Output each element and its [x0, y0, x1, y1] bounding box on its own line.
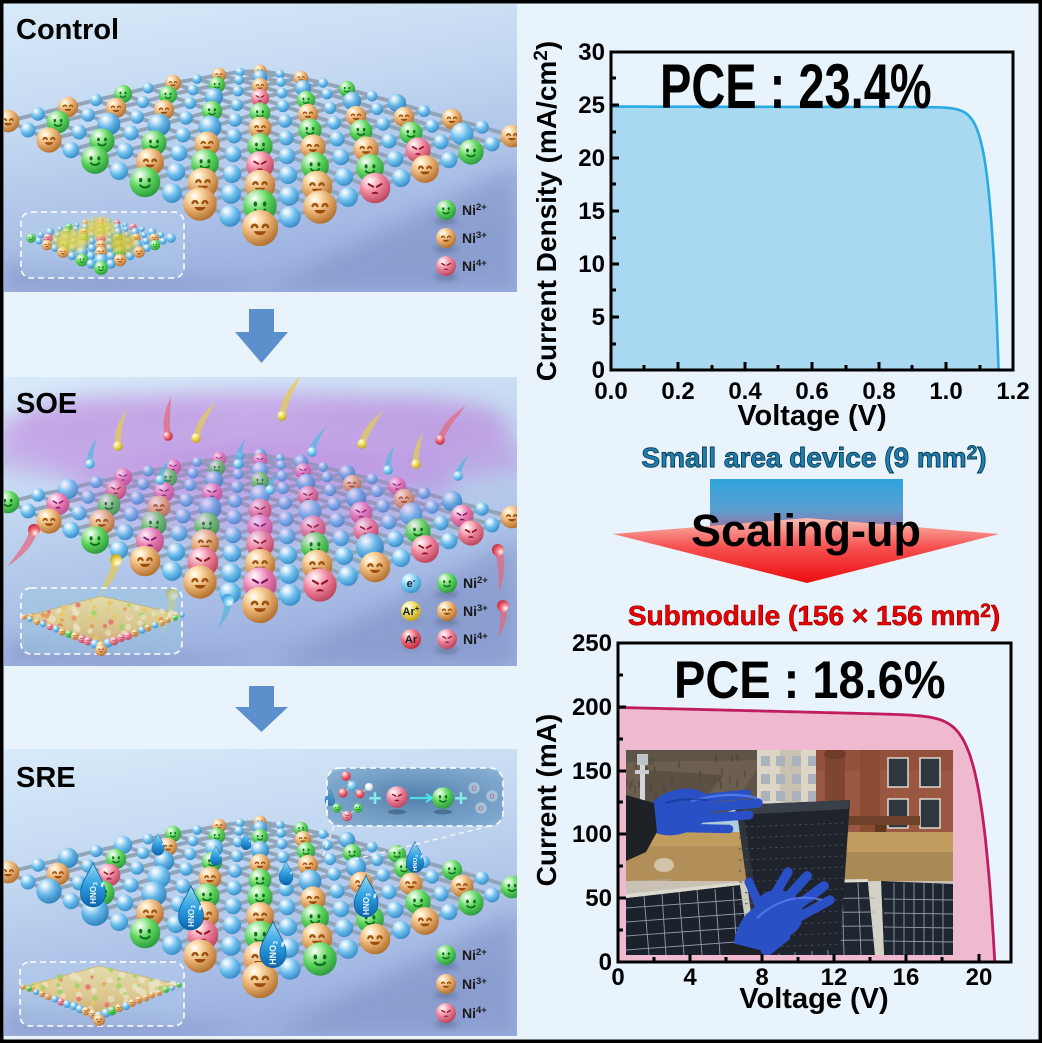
svg-text:15: 15 — [578, 198, 605, 225]
svg-text:PCE : 23.4%: PCE : 23.4% — [660, 50, 932, 122]
svg-text:Submodule (156 × 156 mm2): Submodule (156 × 156 mm2) — [628, 600, 1000, 631]
svg-text:HNO3: HNO3 — [187, 905, 198, 927]
svg-text:+: + — [368, 785, 381, 811]
svg-text:0: 0 — [599, 949, 612, 976]
svg-text:1.0: 1.0 — [929, 378, 962, 405]
svg-text:20: 20 — [966, 964, 993, 991]
svg-text:SOE: SOE — [16, 388, 77, 420]
svg-text:0.8: 0.8 — [862, 378, 895, 405]
svg-text:20: 20 — [578, 145, 605, 172]
svg-text:150: 150 — [572, 758, 612, 785]
svg-text:Small area device (9 mm2): Small area device (9 mm2) — [641, 442, 986, 473]
svg-text:12: 12 — [821, 964, 848, 991]
svg-text:0.0: 0.0 — [594, 378, 627, 405]
svg-text:O: O — [490, 795, 495, 801]
svg-text:Current (mA): Current (mA) — [531, 714, 562, 887]
svg-text:200: 200 — [572, 694, 612, 721]
svg-text:e-: e- — [407, 576, 416, 590]
svg-text:HNO3: HNO3 — [413, 854, 419, 871]
svg-text:30: 30 — [578, 39, 605, 66]
svg-text:0: 0 — [611, 964, 624, 991]
svg-text:0.4: 0.4 — [728, 378, 762, 405]
svg-text:Voltage (V): Voltage (V) — [737, 400, 886, 432]
svg-text:HNO3: HNO3 — [89, 882, 100, 904]
svg-text:HNO3: HNO3 — [268, 940, 280, 965]
svg-text:50: 50 — [585, 885, 612, 912]
svg-text:100: 100 — [572, 821, 612, 848]
svg-text:0.2: 0.2 — [661, 378, 694, 405]
svg-text:Scaling-up: Scaling-up — [691, 505, 921, 556]
svg-text:1.2: 1.2 — [996, 378, 1029, 405]
svg-text:0: 0 — [592, 357, 605, 384]
svg-text:SRE: SRE — [16, 762, 76, 794]
svg-text:O: O — [472, 787, 477, 793]
svg-text:Current Density (mA/cm2): Current Density (mA/cm2) — [531, 41, 562, 381]
svg-text:8: 8 — [755, 964, 768, 991]
svg-text:O: O — [479, 807, 484, 813]
svg-text:Voltage (V): Voltage (V) — [739, 983, 888, 1015]
svg-text:HNO3: HNO3 — [362, 893, 373, 915]
svg-text:0.6: 0.6 — [795, 378, 828, 405]
svg-text:PCE : 18.6%: PCE : 18.6% — [674, 651, 946, 710]
svg-text:10: 10 — [578, 251, 605, 278]
svg-text:Ar: Ar — [405, 634, 418, 646]
svg-text:4: 4 — [683, 964, 697, 991]
svg-text:Control: Control — [16, 14, 119, 46]
svg-text:+: + — [454, 785, 467, 811]
svg-text:5: 5 — [592, 304, 605, 331]
svg-text:25: 25 — [578, 92, 605, 119]
svg-text:16: 16 — [893, 964, 920, 991]
svg-text:250: 250 — [572, 630, 612, 657]
